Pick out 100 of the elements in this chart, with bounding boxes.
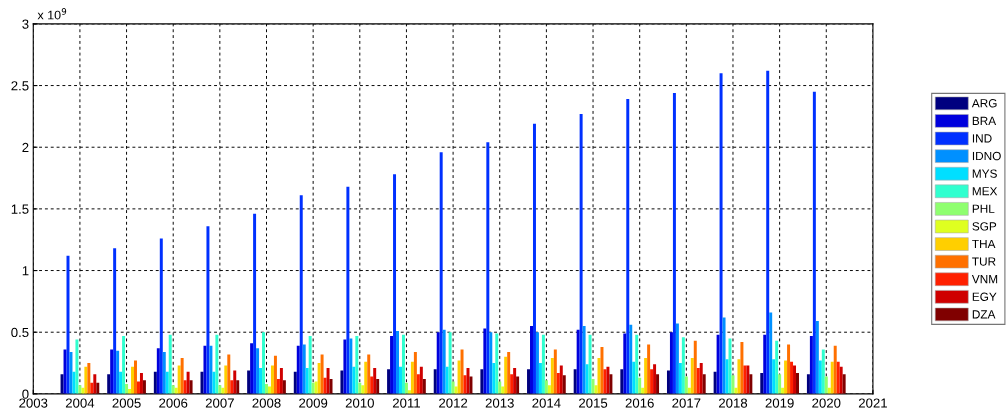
bar [815,321,819,394]
bar [90,382,94,394]
legend-label: IND [972,134,992,143]
bar [134,360,137,394]
bar [812,91,816,394]
bar [656,374,660,394]
bar [495,333,499,394]
bar [180,358,184,394]
bar [200,371,204,394]
x-tick-label: 2017 [672,398,701,408]
bar [600,347,604,394]
bar [367,354,371,394]
bar [139,372,143,394]
x-tick-label: 2006 [159,398,188,408]
bar [203,345,207,394]
y-tick-label: 0 [22,389,29,399]
bar [189,380,193,394]
bar [352,366,356,394]
x-tick-label: 2021 [858,398,887,408]
bar [839,366,843,394]
bar [559,365,563,394]
bar [436,332,440,394]
bar [454,386,458,394]
bar [212,371,216,394]
bar [681,337,685,394]
bar [725,359,729,394]
bar [731,375,735,394]
bar [253,213,257,394]
bar [806,374,810,394]
bar [722,317,726,394]
bar [250,343,254,394]
bar [638,377,642,394]
bar [620,369,624,394]
bar [107,374,111,394]
bar [696,367,700,394]
bar [699,363,703,394]
bar [445,366,449,394]
x-tick-label: 2009 [299,398,328,408]
bar [183,380,187,394]
bar [513,367,517,394]
x-tick-label: 2016 [625,398,654,408]
bar [466,367,470,394]
bar [793,365,797,394]
bar [678,363,682,394]
bar [168,334,172,394]
bar [740,342,744,394]
bar [247,370,251,394]
bar [483,328,487,394]
bar [769,312,773,394]
legend-label: MEX [972,187,998,196]
bar [591,379,595,394]
bar [538,363,542,394]
bar [719,73,723,394]
x-tick-label: 2015 [579,398,608,408]
bar [343,339,347,394]
bar [387,369,391,394]
bar [532,123,536,394]
legend-label: THA [972,239,996,249]
x-tick-label: 2014 [532,398,561,408]
bar [626,99,630,394]
bar [635,334,639,394]
bar [370,376,374,394]
bar [299,195,303,394]
y-tick-label: 1 [22,266,29,276]
bar [629,324,633,394]
bar [302,344,306,394]
bar [588,334,592,394]
bar [516,376,520,394]
bar [460,349,464,394]
text: x 10$^{9}$ [37,8,67,20]
bar [541,334,545,394]
x-tick-label: 2010 [345,398,374,408]
x-tick-label: 2020 [812,398,841,408]
bar [305,367,309,394]
bar [396,330,399,394]
legend-label: BRA [972,116,997,125]
bar [796,372,799,394]
bar [790,361,794,394]
bar [256,348,260,394]
bar [177,365,181,394]
bar [122,335,126,394]
bar [632,361,636,394]
bar [582,326,586,394]
bar [119,371,123,394]
bar [209,345,213,394]
bar [623,333,627,394]
bar [279,367,283,394]
bar [647,344,651,394]
bar [393,174,397,394]
bar [702,374,706,394]
bar [416,374,420,394]
bar [63,349,67,394]
bar [830,361,834,394]
y-tick-label: 2 [22,142,29,152]
bar [116,350,120,394]
bar [317,363,321,394]
bar [270,365,274,394]
bar [433,369,437,394]
bar [376,379,380,394]
bar [562,375,566,394]
